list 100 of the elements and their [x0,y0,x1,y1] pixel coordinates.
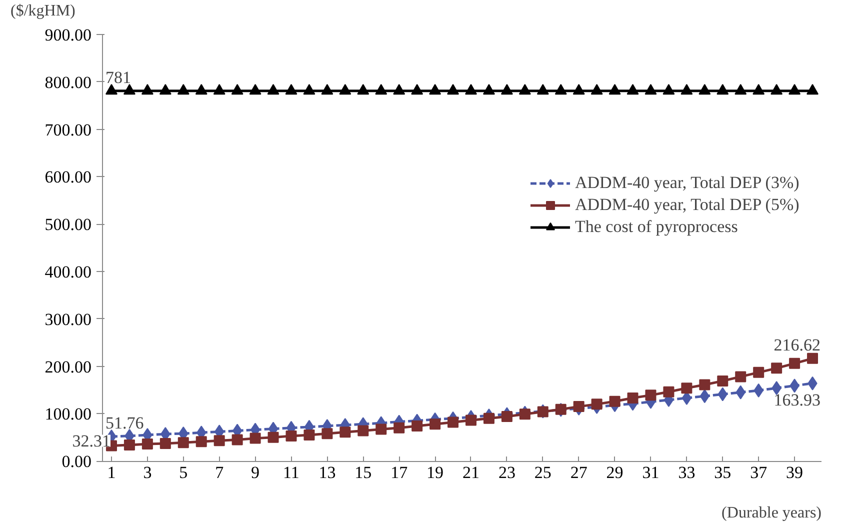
point [519,408,530,420]
y-axis-title: ($/kgHM) [10,2,76,20]
x-tick-label: 29 [606,463,624,482]
point [375,84,388,95]
x-tick-label: 17 [390,463,408,482]
point [501,411,512,422]
point [627,392,638,404]
point [393,84,406,95]
x-tick-label: 21 [462,463,480,482]
point [663,386,674,398]
point [680,84,693,95]
x-tick-label: 27 [570,463,588,482]
x-tick-label: 25 [534,463,552,482]
point [554,84,567,95]
point [159,84,172,95]
data-label: 51.76 [105,414,144,433]
x-tick-label: 33 [678,463,696,482]
x-tick-label: 11 [283,463,300,482]
point [644,84,657,95]
point [213,84,226,95]
point [376,424,387,435]
data-label: 163.93 [774,390,821,410]
point [609,396,620,407]
y-tick-label: 600.00 [44,168,92,187]
point [232,434,243,446]
x-tick-label: 31 [642,463,660,482]
point [590,84,603,95]
point [536,84,549,95]
y-tick-label: 700.00 [44,120,92,140]
y-tick-label: 900.00 [44,26,92,45]
x-tick-label: 37 [750,463,768,482]
y-tick-label: 400.00 [44,262,92,282]
x-tick-label: 13 [318,463,336,482]
point [268,432,279,443]
point [753,366,764,378]
point [788,84,801,95]
point [160,438,171,450]
point [735,371,746,382]
point [286,430,297,442]
point [771,362,782,374]
x-tick-label: 39 [786,463,804,482]
y-tick-label: 800.00 [44,72,92,92]
point [357,84,370,95]
point [411,84,424,95]
y-tick-label: 0.00 [62,452,92,472]
point [482,84,495,95]
point [681,382,692,394]
x-tick-label: 1 [107,463,116,482]
point [303,84,316,95]
point [807,352,818,364]
point [123,84,136,95]
point [214,435,225,446]
data-label: 32.31 [72,432,110,451]
point [430,418,441,430]
point [394,422,405,434]
point [699,379,710,390]
point [500,84,513,95]
x-tick-label: 15 [354,463,372,482]
x-axis-title: (Durable years) [722,504,822,522]
point [662,84,675,95]
data-label: 781 [105,68,131,87]
y-tick-label: 500.00 [44,215,92,234]
point [626,84,639,95]
point [358,425,369,436]
point [267,84,280,95]
y-tick-label: 100.00 [44,404,92,424]
point [734,84,747,95]
point [322,428,333,440]
point [304,429,315,440]
legend-label: ADDM-40 year, Total DEP (3%) [575,173,800,193]
point [716,84,729,95]
x-tick-label: 35 [714,463,732,482]
point [465,414,476,426]
x-tick-label: 19 [426,463,444,482]
data-label: 216.62 [774,335,821,354]
x-tick-label: 23 [498,463,516,482]
legend-label: The cost of pyroprocess [575,217,738,237]
point [573,401,584,412]
point [518,84,531,95]
point [447,84,460,95]
point [789,358,800,369]
point [285,84,298,95]
point [321,84,334,95]
point [429,84,442,95]
x-tick-label: 7 [215,463,224,482]
point [124,439,135,450]
point [464,84,477,95]
point [591,398,602,410]
point [178,437,189,448]
x-tick-label: 5 [179,463,188,482]
point [177,84,190,95]
point [196,436,207,448]
legend-label: ADDM-40 year, Total DEP (5%) [575,195,800,215]
point [483,412,494,424]
point [572,84,585,95]
point [250,432,261,444]
point [412,420,423,432]
point [698,84,711,95]
point [717,375,728,386]
point [339,84,352,95]
